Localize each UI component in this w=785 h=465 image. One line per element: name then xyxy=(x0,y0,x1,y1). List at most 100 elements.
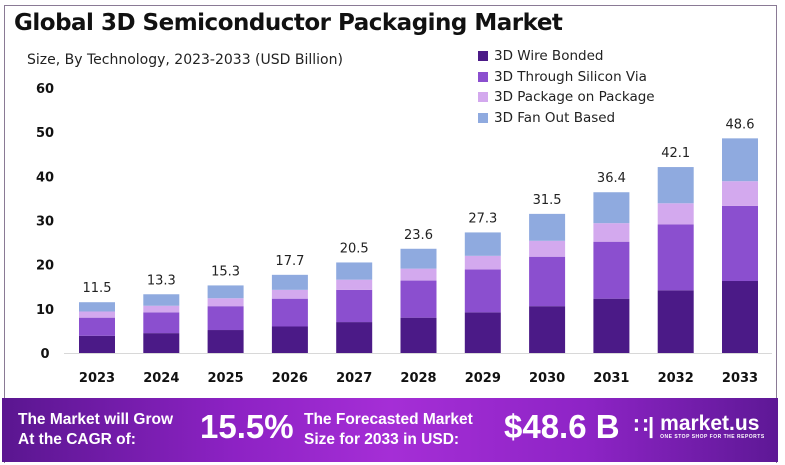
x-tick-label: 2028 xyxy=(400,371,436,386)
total-label: 48.6 xyxy=(726,117,755,132)
bar-segment xyxy=(143,312,180,334)
bar-segment xyxy=(464,312,501,353)
legend-label: 3D Package on Package xyxy=(494,89,655,106)
y-tick-label: 50 xyxy=(36,126,54,141)
bar-segment xyxy=(207,285,244,299)
y-tick-label: 40 xyxy=(36,170,54,185)
bar-segment xyxy=(593,298,630,353)
total-label: 23.6 xyxy=(404,228,433,243)
legend-swatch xyxy=(478,112,488,123)
summary-banner: The Market will Grow At the CAGR of: 15.5… xyxy=(2,398,778,462)
bar-segment xyxy=(400,317,437,353)
bar-segment xyxy=(79,335,115,353)
chart-plot: 010203040506011.5202313.3202415.3202517.… xyxy=(36,82,772,386)
legend-label: 3D Wire Bonded xyxy=(494,48,604,65)
cagr-label-line2: At the CAGR of: xyxy=(18,431,136,448)
logo-name: market.us xyxy=(660,412,760,435)
logo-icon: ∷| xyxy=(634,413,655,438)
forecast-value: $48.6 B xyxy=(504,408,620,445)
x-tick-label: 2026 xyxy=(272,371,308,386)
x-tick-label: 2027 xyxy=(336,371,372,386)
legend: 3D Wire Bonded 3D Through Silicon Via 3D P… xyxy=(478,46,655,128)
bar-segment xyxy=(143,305,180,313)
forecast-label: The Forecasted Market Size for 2033 in US… xyxy=(304,410,473,450)
bar-segment xyxy=(722,138,758,182)
bar-segment xyxy=(79,317,115,336)
bar-segment xyxy=(143,294,180,306)
bar-segment xyxy=(143,333,180,353)
legend-label: 3D Fan Out Based xyxy=(494,109,616,126)
x-tick-label: 2030 xyxy=(529,371,565,386)
y-tick-label: 60 xyxy=(36,82,54,97)
bar-segment xyxy=(400,268,437,281)
y-tick-label: 30 xyxy=(36,215,54,230)
legend-swatch xyxy=(478,71,488,82)
total-label: 42.1 xyxy=(661,146,690,161)
y-tick-label: 10 xyxy=(36,303,54,318)
chart-title: Global 3D Semiconductor Packaging Market xyxy=(14,10,563,36)
total-label: 13.3 xyxy=(147,273,176,288)
total-label: 15.3 xyxy=(211,264,240,279)
bar-segment xyxy=(593,192,630,224)
x-tick-label: 2025 xyxy=(208,371,244,386)
bar-segment xyxy=(79,311,115,318)
cagr-value: 15.5% xyxy=(200,408,294,445)
bar-segment xyxy=(400,248,437,269)
bar-segment xyxy=(271,289,308,299)
x-tick-label: 2033 xyxy=(722,371,758,386)
bar-segment xyxy=(593,223,630,242)
logo-tagline: ONE STOP SHOP FOR THE REPORTS xyxy=(660,434,765,440)
bar-segment xyxy=(529,213,566,241)
y-tick-label: 20 xyxy=(36,259,54,274)
legend-label: 3D Through Silicon Via xyxy=(494,68,647,85)
legend-swatch xyxy=(478,92,488,103)
forecast-label-line1: The Forecasted Market xyxy=(304,411,473,428)
bar-segment xyxy=(657,203,694,225)
bar-segment xyxy=(529,306,566,353)
bar-segment xyxy=(529,256,566,307)
legend-swatch xyxy=(478,51,488,62)
cagr-label: The Market will Grow At the CAGR of: xyxy=(18,410,173,450)
bar-segment xyxy=(336,262,373,280)
bar-segment xyxy=(722,281,758,353)
total-label: 11.5 xyxy=(83,281,112,296)
bar-segment xyxy=(336,279,373,290)
total-label: 27.3 xyxy=(468,211,497,226)
legend-item: 3D Package on Package xyxy=(478,87,655,108)
x-tick-label: 2029 xyxy=(465,371,501,386)
x-tick-label: 2032 xyxy=(658,371,694,386)
legend-item: 3D Wire Bonded xyxy=(478,46,655,67)
cagr-label-line1: The Market will Grow xyxy=(18,411,174,428)
bar-segment xyxy=(271,326,308,353)
bar-segment xyxy=(207,306,244,331)
bar-segment xyxy=(464,269,501,313)
bar-segment xyxy=(400,280,437,318)
bar-segment xyxy=(529,240,566,257)
bar-segment xyxy=(207,298,244,307)
total-label: 31.5 xyxy=(533,193,562,208)
bar-segment xyxy=(464,232,501,256)
legend-item: 3D Fan Out Based xyxy=(478,108,655,129)
bar-segment xyxy=(79,302,115,312)
total-label: 36.4 xyxy=(597,171,626,186)
bar-segment xyxy=(271,298,308,327)
bar-segment xyxy=(336,322,373,353)
market-us-logo: ∷| market.us ONE STOP SHOP FOR THE REPORT… xyxy=(634,412,765,440)
forecast-label-line2: Size for 2033 in USD: xyxy=(304,431,460,448)
bar-segment xyxy=(657,224,694,291)
x-tick-label: 2031 xyxy=(593,371,629,386)
legend-item: 3D Through Silicon Via xyxy=(478,67,655,88)
total-label: 20.5 xyxy=(340,241,369,256)
chart-subtitle: Size, By Technology, 2023-2033 (USD Bill… xyxy=(27,52,343,68)
bar-segment xyxy=(207,330,244,353)
bar-segment xyxy=(722,205,758,282)
bar-segment xyxy=(593,241,630,299)
x-tick-label: 2024 xyxy=(143,371,179,386)
y-tick-label: 0 xyxy=(40,347,49,362)
x-tick-label: 2023 xyxy=(79,371,115,386)
bar-segment xyxy=(271,274,308,290)
bar-segment xyxy=(722,181,758,206)
chart-frame xyxy=(4,5,777,463)
bar-segment xyxy=(657,290,694,353)
bar-segment xyxy=(657,167,694,204)
